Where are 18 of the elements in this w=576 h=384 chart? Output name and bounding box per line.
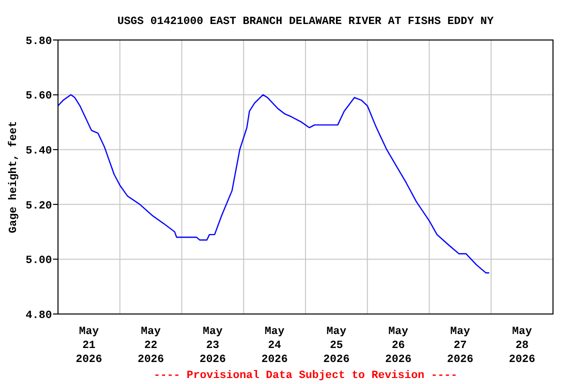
x-tick-label: May 25 2026 [323,326,350,366]
x-tick-label: May 24 2026 [261,326,288,366]
y-axis-title: Gage height, feet [7,120,20,234]
y-tick-label: 5.20 [26,200,52,212]
chart-title: USGS 01421000 EAST BRANCH DELAWARE RIVER AT FISHS EDDY NY [117,16,494,28]
y-tick-label: 5.40 [26,145,52,158]
line-series [58,94,490,274]
y-tick-label: 5.80 [26,36,52,48]
x-tick-label: May 26 2026 [385,326,412,366]
text: ---- Provisional Data Subject to Revision ---- [154,370,458,382]
y-tick-label: 5.60 [26,90,52,103]
x-tick-label: May 28 2026 [508,326,536,366]
x-tick-label: May 22 2026 [138,326,164,366]
y-tick-label: 4.80 [26,310,52,322]
x-tick-label: May 23 2026 [199,326,226,366]
y-tick-label: 5.00 [26,255,52,268]
x-tick-label: May 27 2026 [446,326,474,366]
x-tick-label: May 21 2026 [76,326,102,366]
